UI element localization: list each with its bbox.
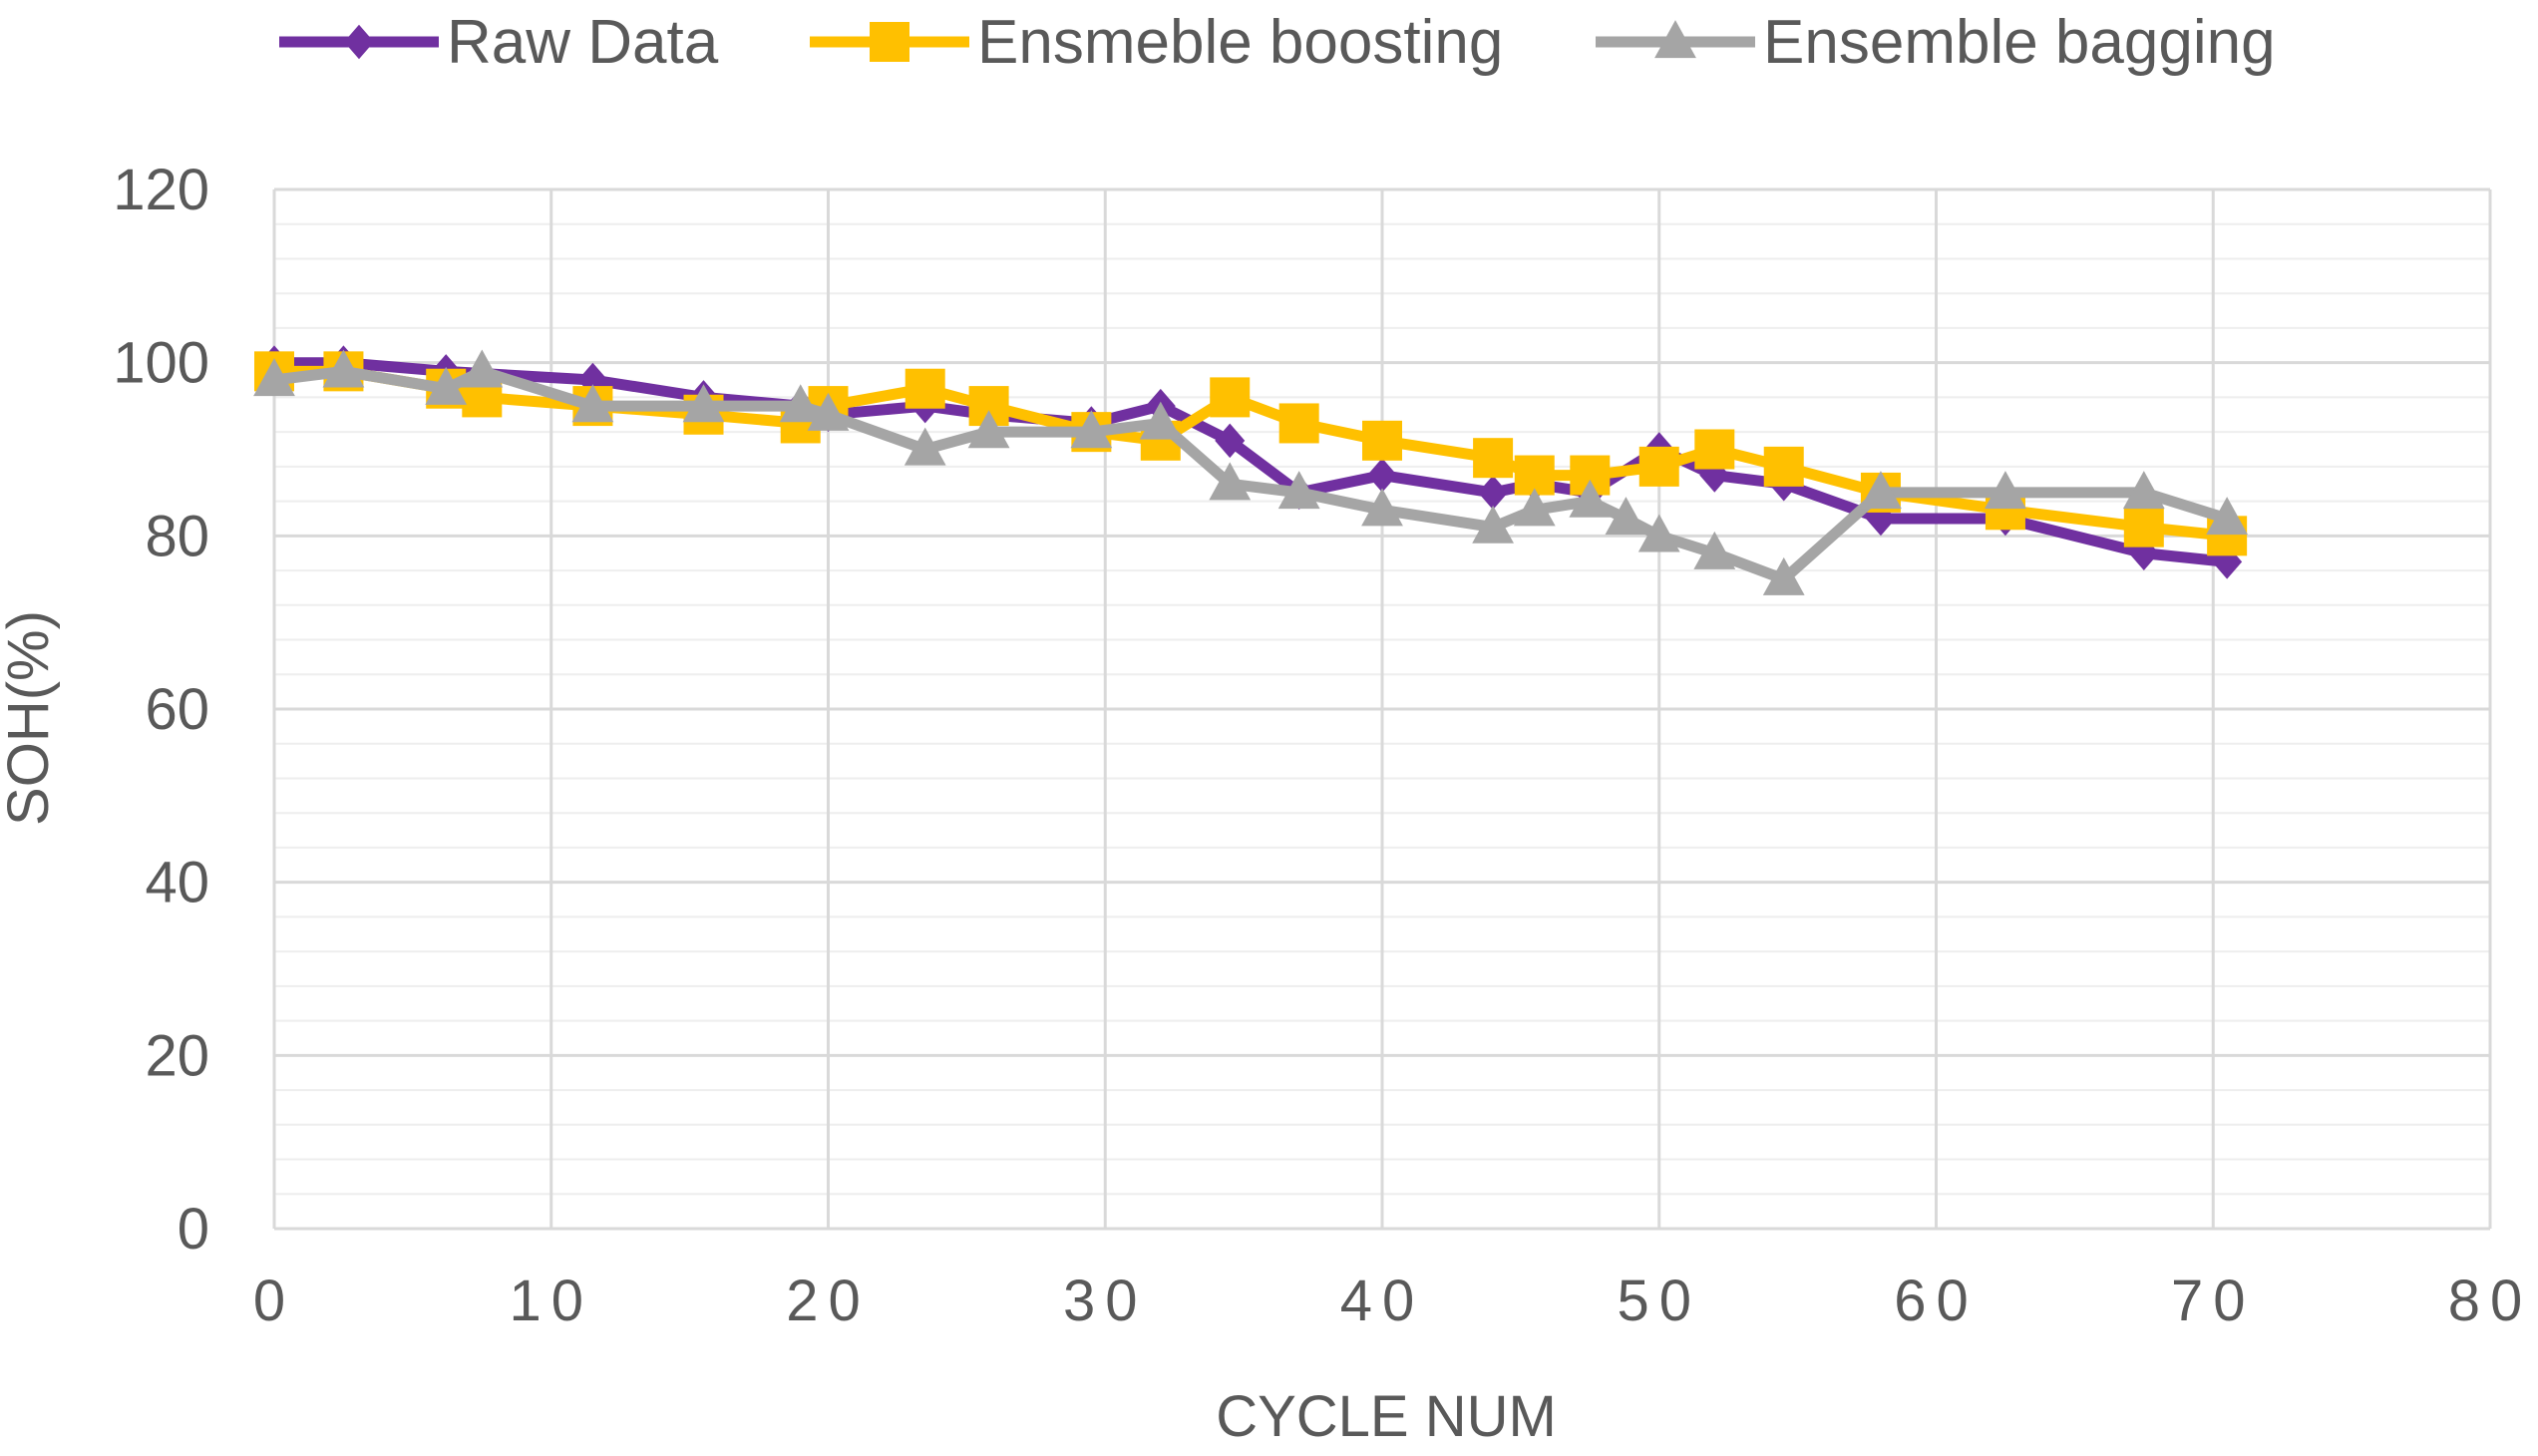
data-point <box>1763 446 1804 487</box>
data-point <box>2123 507 2164 547</box>
legend-label: Raw Data <box>447 8 719 77</box>
series-line <box>268 357 2233 567</box>
data-point <box>1694 429 1735 470</box>
data-point <box>1209 462 1252 501</box>
data-point <box>2206 497 2249 536</box>
data-point <box>1362 420 1402 461</box>
data-point <box>1361 488 1403 527</box>
data-point <box>807 392 850 431</box>
series-raw-data <box>259 345 2243 579</box>
legend-marker <box>344 24 374 60</box>
series-layer <box>253 345 2249 595</box>
legend-item: Raw Data <box>279 8 719 77</box>
x-axis-title: CYCLE NUM <box>1216 1384 1557 1449</box>
legend-item: Ensemble bagging <box>1596 8 2276 77</box>
x-tick-label: 20 <box>786 1269 871 1333</box>
x-tick-label: 50 <box>1617 1269 1701 1333</box>
data-point <box>461 349 504 388</box>
data-point <box>1569 479 1612 518</box>
x-tick-label: 40 <box>1340 1269 1425 1333</box>
x-tick-label: 0 <box>253 1269 295 1333</box>
y-tick-label: 100 <box>113 331 209 396</box>
y-tick-label: 80 <box>145 504 209 568</box>
data-point <box>1605 497 1647 536</box>
legend-item: Ensmeble boosting <box>810 8 1503 77</box>
x-axis-tick-labels: 0 10 20 30 40 50 60 70 80 <box>253 1269 2533 1333</box>
data-point <box>1638 446 1679 487</box>
data-point <box>1985 471 2026 510</box>
x-tick-label: 80 <box>2448 1269 2533 1333</box>
data-point <box>682 384 725 423</box>
data-point <box>1139 401 1182 440</box>
data-point <box>571 384 614 423</box>
data-point <box>322 349 365 388</box>
data-point <box>1513 488 1556 527</box>
x-tick-label: 30 <box>1063 1269 1148 1333</box>
major-gridlines <box>272 187 2492 1231</box>
x-tick-label: 70 <box>2171 1269 2256 1333</box>
data-point <box>905 368 945 409</box>
legend-label: Ensemble bagging <box>1763 8 2276 77</box>
x-tick-label: 60 <box>1894 1269 1979 1333</box>
data-point <box>1762 556 1805 595</box>
data-point <box>904 427 946 466</box>
data-point <box>1070 410 1113 449</box>
data-point <box>1277 471 1320 510</box>
data-point <box>1210 377 1251 418</box>
legend: Raw Data Ensmeble boosting Ensemble baggin… <box>279 8 2276 77</box>
data-point <box>1693 531 1736 569</box>
legend-marker <box>1654 20 1696 59</box>
y-axis-tick-labels: 0 20 40 60 80 100 120 <box>113 158 209 1262</box>
y-tick-label: 40 <box>145 851 209 915</box>
y-tick-label: 0 <box>178 1197 209 1262</box>
legend-label: Ensmeble boosting <box>977 8 1503 77</box>
y-tick-label: 120 <box>113 158 209 222</box>
data-point <box>1472 505 1514 544</box>
data-point <box>1278 403 1319 444</box>
data-point <box>1637 514 1680 552</box>
legend-marker <box>870 22 909 62</box>
y-tick-label: 60 <box>145 677 209 742</box>
data-point <box>425 366 468 405</box>
y-axis-title: SOH(%) <box>0 610 61 826</box>
data-point <box>1478 475 1509 511</box>
data-point <box>967 410 1010 449</box>
data-point <box>1473 438 1514 479</box>
x-tick-label: 10 <box>509 1269 593 1333</box>
series-ensemble-bagging <box>253 349 2249 595</box>
data-point <box>1860 471 1902 510</box>
data-point <box>779 384 822 423</box>
data-point <box>1215 423 1246 459</box>
y-tick-label: 20 <box>145 1023 209 1088</box>
data-point <box>1367 458 1397 493</box>
data-point <box>2122 471 2165 510</box>
data-point <box>253 358 295 397</box>
series-line <box>268 365 2233 585</box>
